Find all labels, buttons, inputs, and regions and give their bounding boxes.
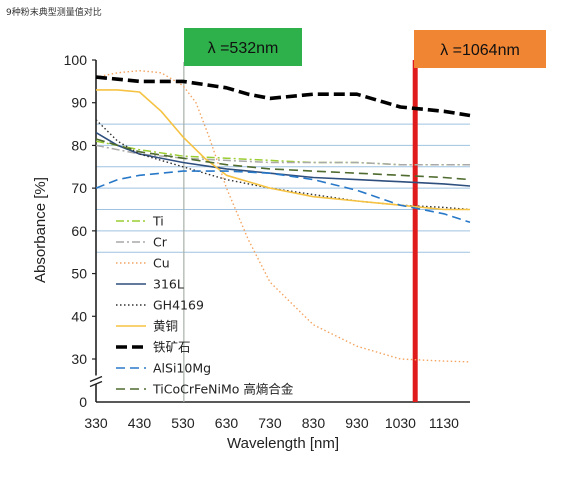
x-tick-label: 530	[171, 415, 195, 431]
x-tick-label: 1130	[429, 415, 459, 431]
legend-label: GH4169	[153, 298, 204, 313]
x-tick-label: 730	[258, 415, 282, 431]
x-tick-label: 930	[345, 415, 369, 431]
y-tick-label: 90	[71, 95, 87, 111]
x-tick-label: 1030	[385, 415, 416, 431]
series-line	[95, 138, 471, 181]
y-tick-label: 70	[71, 180, 87, 196]
x-tick-label: 630	[215, 415, 239, 431]
legend-label: TiCoCrFeNiMo 高熵合金	[152, 382, 294, 397]
legend-label: AlSi10Mg	[153, 361, 211, 376]
y-tick-label: 50	[71, 266, 87, 282]
y-tick-label: 80	[71, 137, 87, 153]
legend-label: 铁矿石	[153, 340, 191, 355]
y-tick-label: 40	[71, 308, 87, 324]
legend-label: 黄铜	[153, 319, 178, 334]
wavelength-marker-box	[414, 30, 546, 68]
legend-label: 316L	[153, 277, 184, 292]
legend-label: Cr	[153, 235, 168, 250]
legend-label: Cu	[153, 256, 170, 271]
y-tick-label: 30	[71, 351, 87, 367]
wavelength-markers: λ =532nm λ =1064nm	[183, 28, 546, 402]
y-tick-label: 100	[64, 52, 88, 68]
y-tick-labels: 0 30 40 50 60 70 80 90 100	[64, 52, 88, 410]
y-axis-title: Absorbance [%]	[32, 177, 49, 283]
y-tick-label: 60	[71, 223, 87, 239]
x-tick-labels: 330 430 530 630 730 830 930 1030 1130	[84, 415, 459, 431]
x-tick-label: 330	[84, 415, 108, 431]
series-line	[95, 170, 471, 224]
wavelength-marker-box	[184, 28, 302, 66]
x-tick-label: 430	[128, 415, 152, 431]
x-tick-label: 830	[302, 415, 326, 431]
wavelength-marker-label: λ =1064nm	[440, 42, 520, 59]
axes	[89, 59, 470, 403]
axis-break-mark	[89, 375, 103, 388]
x-axis-title: Wavelength [nm]	[227, 435, 339, 452]
series-line	[95, 144, 470, 166]
wavelength-marker-label: λ =532nm	[208, 40, 279, 57]
y-tick-label: 0	[79, 394, 87, 410]
series-line	[95, 75, 471, 118]
grid-lines	[96, 123, 470, 253]
legend-label: Ti	[152, 214, 164, 229]
series-lines	[95, 69, 471, 363]
chart-caption: 9种粉末典型测量值对比	[6, 6, 102, 18]
